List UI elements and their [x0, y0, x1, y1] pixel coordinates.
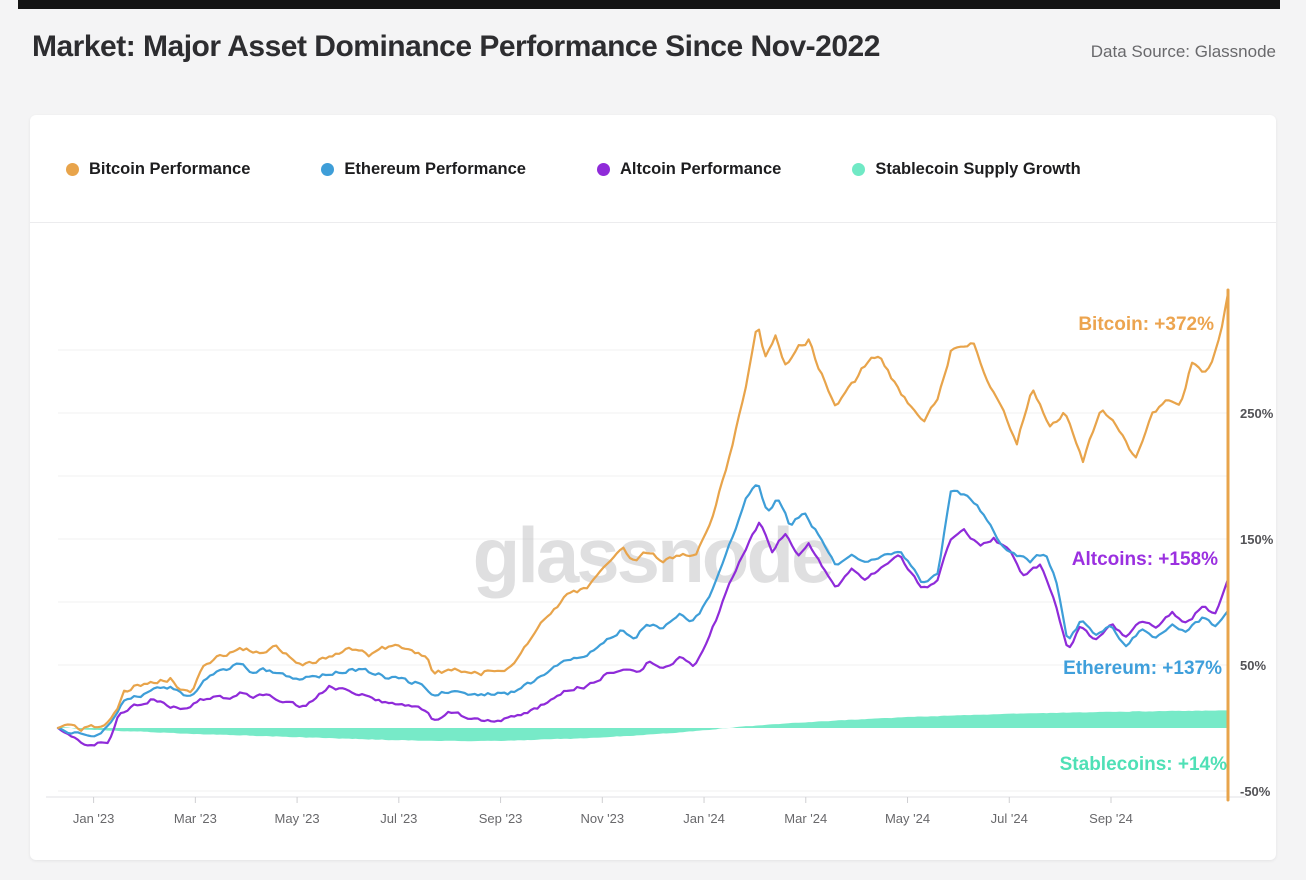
legend-item-ethereum[interactable]: Ethereum Performance	[321, 160, 526, 179]
chart-legend: Bitcoin Performance Ethereum Performance…	[30, 115, 1276, 179]
legend-item-bitcoin[interactable]: Bitcoin Performance	[66, 160, 250, 179]
legend-label: Altcoin Performance	[619, 159, 782, 178]
legend-dot	[596, 162, 610, 176]
legend-dot	[321, 162, 335, 176]
data-source-label: Data Source: Glassnode	[1090, 41, 1276, 61]
legend-label: Bitcoin Performance	[89, 159, 251, 178]
legend-dot	[66, 162, 79, 176]
legend-divider	[30, 222, 1276, 223]
top-accent-bar	[18, 0, 1280, 9]
chart-card: Bitcoin Performance Ethereum Performance…	[30, 115, 1276, 860]
header: Market: Major Asset Dominance Performanc…	[32, 30, 1276, 65]
legend-item-stablecoin[interactable]: Stablecoin Supply Growth	[852, 159, 1081, 179]
legend-item-altcoin[interactable]: Altcoin Performance	[596, 159, 782, 179]
page-title: Market: Major Asset Dominance Performanc…	[32, 30, 880, 63]
legend-dot	[852, 162, 866, 176]
legend-label: Stablecoin Supply Growth	[875, 159, 1081, 178]
legend-label: Ethereum Performance	[344, 159, 526, 178]
